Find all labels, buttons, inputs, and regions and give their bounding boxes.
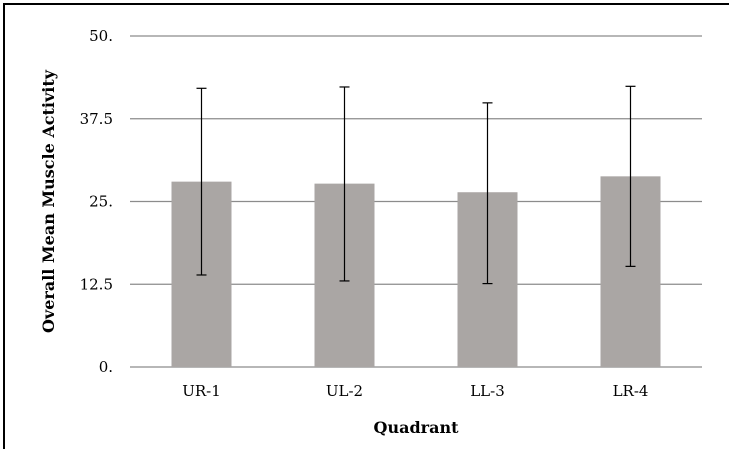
error-bar [625,85,636,267]
x-tick-labels: UR-1 UL-2 LL-3 LR-4 [182,382,648,400]
error-bar [196,87,207,276]
y-tick-label: 0. [99,358,113,376]
x-tick-label: UR-1 [182,382,221,400]
error-bar [339,86,350,282]
x-tick-label: LR-4 [613,382,649,400]
x-tick-label: UL-2 [326,382,363,400]
y-tick-labels: 0. 12.5 25. 37.5 50. [80,27,113,376]
y-tick-label: 12.5 [80,275,113,293]
error-bar [482,102,493,285]
bars [171,176,661,367]
error-bars [196,85,636,285]
y-axis-title: Overall Mean Muscle Activity [39,69,58,333]
y-tick-label: 25. [89,193,113,211]
y-tick-label: 50. [89,27,113,45]
x-tick-label: LL-3 [470,382,505,400]
y-tick-label: 37.5 [80,110,113,128]
x-axis-title: Quadrant [374,418,460,437]
